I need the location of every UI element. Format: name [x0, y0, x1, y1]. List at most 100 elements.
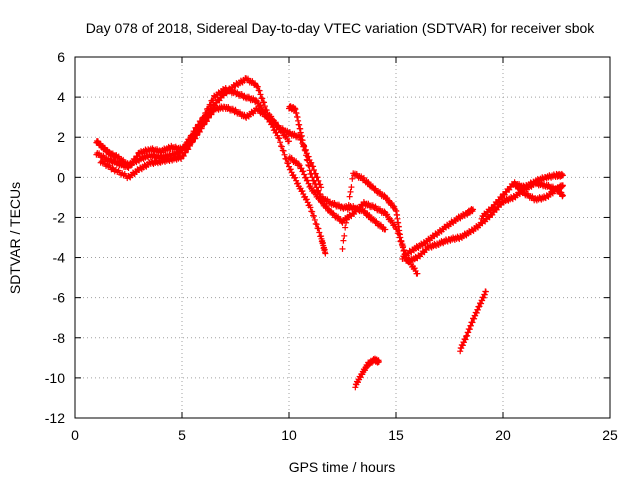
data-point: [261, 99, 268, 106]
data-point: [300, 168, 307, 175]
data-point: [257, 91, 264, 98]
series-track-11: [457, 288, 489, 355]
data-point: [305, 162, 312, 169]
data-point: [381, 208, 388, 215]
y-tick-label: 2: [57, 129, 65, 145]
data-point: [342, 224, 349, 231]
data-point: [128, 162, 135, 169]
data-point: [381, 192, 388, 199]
data-point: [303, 156, 310, 163]
data-point: [341, 232, 348, 239]
data-point: [286, 138, 292, 145]
data-point: [303, 196, 310, 203]
data-point: [294, 180, 301, 187]
y-tick-label: -10: [45, 370, 65, 386]
axes: 0 5 10 15 20 25 -12 -10 -8 -6 -4 -2 0 2 4 6: [45, 49, 618, 443]
y-tick-label: -4: [53, 250, 66, 266]
data-point: [188, 139, 195, 146]
data-point: [287, 166, 294, 173]
data-points: [93, 75, 566, 391]
data-point: [302, 147, 309, 154]
series-track-9: [510, 180, 566, 204]
data-point: [411, 265, 418, 272]
data-point: [304, 157, 311, 164]
data-point: [309, 208, 316, 215]
data-point: [310, 177, 317, 184]
x-tick-label: 20: [495, 427, 511, 443]
y-tick-label: 0: [57, 169, 65, 185]
series-track-7: [399, 206, 477, 262]
data-point: [487, 207, 494, 214]
data-point: [315, 187, 322, 194]
data-point: [309, 174, 316, 181]
x-tick-label: 0: [71, 427, 79, 443]
data-point: [295, 160, 302, 167]
y-tick-label: 4: [57, 89, 65, 105]
data-point: [315, 225, 322, 232]
data-point: [307, 204, 314, 211]
data-point: [254, 83, 261, 90]
data-point: [343, 215, 350, 222]
data-point: [349, 175, 356, 182]
data-point: [263, 107, 270, 114]
data-point: [280, 147, 287, 154]
data-point: [300, 142, 307, 149]
data-point: [339, 245, 346, 252]
data-point: [559, 172, 566, 179]
data-point: [298, 132, 305, 139]
data-point: [189, 138, 196, 145]
data-point: [299, 187, 306, 194]
data-point: [256, 87, 263, 94]
data-point: [303, 152, 310, 159]
data-point: [313, 221, 320, 228]
data-point: [203, 118, 210, 125]
data-point: [285, 160, 292, 167]
data-point: [316, 229, 323, 236]
series-track-5: [286, 154, 421, 277]
data-point: [308, 170, 315, 177]
data-point: [559, 182, 566, 189]
data-point: [278, 143, 285, 150]
data-point: [345, 201, 352, 208]
data-point: [312, 180, 319, 187]
data-point: [182, 149, 189, 156]
data-point: [499, 194, 506, 201]
data-point: [208, 111, 215, 118]
data-point: [313, 184, 320, 191]
data-point: [346, 193, 353, 200]
data-point: [273, 129, 280, 136]
x-axis-label: GPS time / hours: [289, 459, 396, 475]
data-point: [132, 156, 139, 163]
data-point: [253, 97, 260, 104]
y-axis-label: SDTVAR / TECUs: [7, 182, 23, 294]
y-tick-label: -8: [53, 330, 66, 346]
data-point: [198, 125, 205, 132]
data-point: [187, 142, 194, 149]
data-point: [308, 159, 315, 166]
data-point: [180, 153, 187, 160]
data-point: [375, 358, 382, 365]
data-point: [301, 146, 308, 153]
y-tick-label: -6: [53, 290, 66, 306]
data-point: [482, 288, 489, 295]
x-tick-label: 25: [602, 427, 618, 443]
data-point: [261, 103, 268, 110]
data-point: [125, 165, 132, 172]
x-tick-label: 5: [178, 427, 186, 443]
data-point: [348, 184, 355, 191]
data-point: [382, 226, 389, 233]
data-point: [192, 135, 199, 142]
data-point: [196, 128, 203, 135]
data-point: [185, 146, 192, 153]
data-point: [129, 159, 136, 166]
data-point: [304, 177, 311, 184]
data-point: [257, 102, 264, 109]
data-point: [109, 164, 116, 171]
data-point: [201, 121, 208, 128]
data-point: [470, 206, 477, 213]
plot-frame: [74, 56, 611, 419]
data-point: [559, 192, 566, 199]
data-point: [343, 219, 350, 226]
x-tick-label: 15: [388, 427, 404, 443]
y-tick-label: 6: [57, 49, 65, 65]
